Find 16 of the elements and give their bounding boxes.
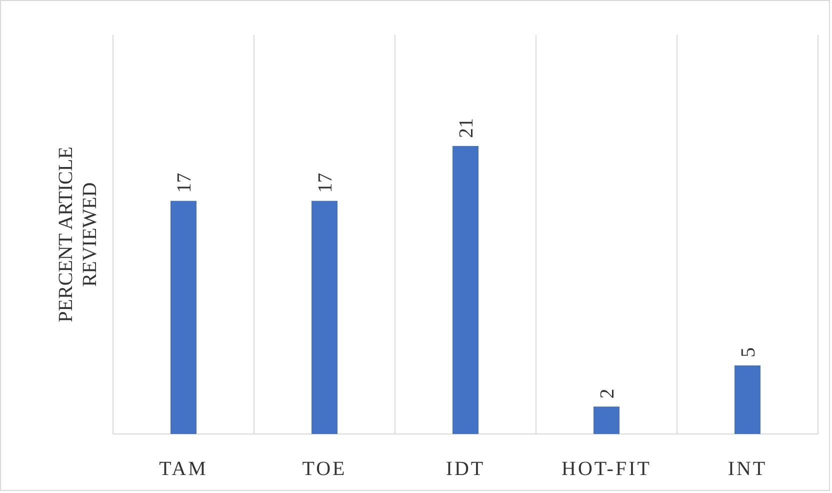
x-tick-label: TAM [159,458,208,480]
bar [734,365,760,434]
bar [170,200,196,434]
bar [312,200,338,434]
data-label: 17 [314,172,336,193]
data-label: 21 [456,118,478,138]
bar [594,406,620,434]
x-tick-label: INT [728,458,768,480]
x-tick-label: HOT-FIT [562,458,652,480]
data-label: 5 [738,347,760,358]
data-label: 17 [174,172,196,193]
x-tick-label: TOE [302,458,347,480]
data-label: 2 [596,388,618,399]
x-tick-label: IDT [446,458,486,480]
bar [452,146,478,434]
y-axis-title: PERCENT ARTICLE REVIEWED [55,146,101,322]
